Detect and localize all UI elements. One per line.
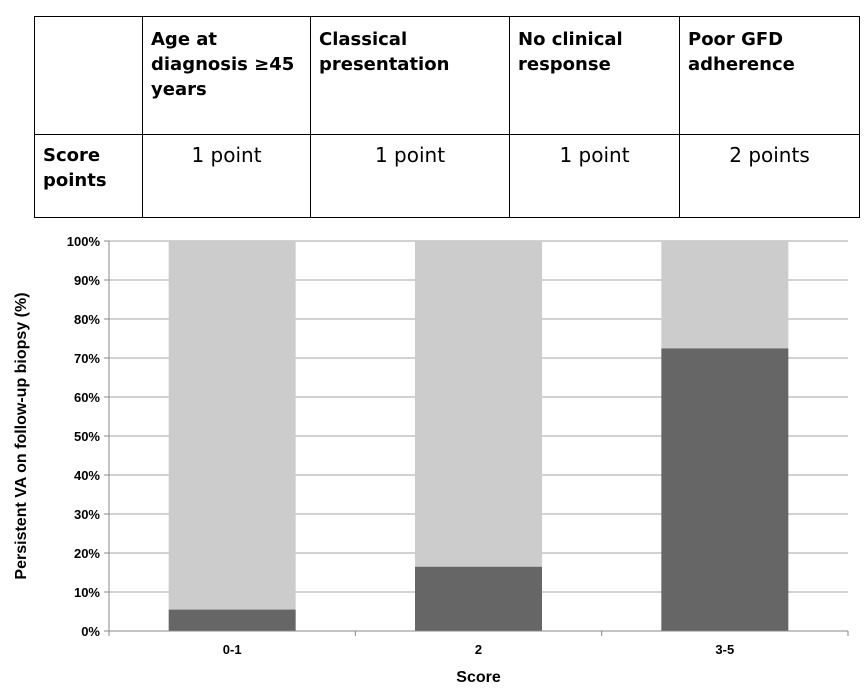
- score-table: Age at diagnosis ≥45 years Classical pre…: [34, 16, 860, 218]
- y-tick-label: 90%: [74, 273, 100, 288]
- points-cell-classical: 1 point: [310, 134, 510, 218]
- header-cell-empty: [34, 16, 143, 135]
- row-label-score-points: Score points: [34, 134, 143, 218]
- table-points-row: Score points 1 point 1 point 1 point 2 p…: [34, 134, 860, 218]
- y-tick-label: 60%: [74, 390, 100, 405]
- x-tick-label: 0-1: [223, 642, 242, 657]
- y-tick-label: 70%: [74, 351, 100, 366]
- header-cell-age: Age at diagnosis ≥45 years: [142, 16, 311, 135]
- table-header-row: Age at diagnosis ≥45 years Classical pre…: [34, 16, 860, 135]
- y-tick-label: 10%: [74, 585, 100, 600]
- points-cell-gfd-adherence: 2 points: [679, 134, 860, 218]
- y-tick-label: 30%: [74, 507, 100, 522]
- header-cell-no-response: No clinical response: [509, 16, 680, 135]
- bar-2-segment-1: [415, 566, 542, 631]
- y-tick-label: 50%: [74, 429, 100, 444]
- bar-0-1-segment-1: [168, 609, 296, 631]
- points-cell-age: 1 point: [142, 134, 311, 218]
- bar-2-segment-2: [415, 241, 542, 567]
- header-cell-classical: Classical presentation: [310, 16, 510, 135]
- y-tick-label: 0%: [81, 624, 100, 639]
- bars: [168, 241, 789, 631]
- bar-0-1-segment-2: [168, 241, 296, 610]
- axes: [108, 241, 849, 636]
- y-tick-label: 20%: [74, 546, 100, 561]
- points-cell-no-response: 1 point: [509, 134, 680, 218]
- bar-3-5-segment-2: [661, 241, 789, 349]
- stacked-bar-chart: 0% 10% 20% 30% 40% 50% 60% 70% 80% 90% 100% 0-1 2 3-…: [13, 234, 849, 686]
- bar-3-5-segment-1: [661, 348, 789, 631]
- x-tick-label: 3-5: [715, 642, 734, 657]
- y-tick-labels: 0% 10% 20% 30% 40% 50% 60% 70% 80% 90% 100%: [67, 234, 101, 639]
- header-cell-gfd-adherence: Poor GFD adherence: [679, 16, 860, 135]
- y-tick-label: 40%: [74, 468, 100, 483]
- x-axis-label: Score: [456, 669, 501, 686]
- y-axis-label: Persistent VA on follow-up biopsy (%): [13, 292, 30, 579]
- y-tick-label: 100%: [67, 234, 101, 249]
- y-tick-label: 80%: [74, 312, 100, 327]
- x-tick-labels: 0-1 2 3-5: [223, 642, 734, 657]
- x-tick-label: 2: [475, 642, 482, 657]
